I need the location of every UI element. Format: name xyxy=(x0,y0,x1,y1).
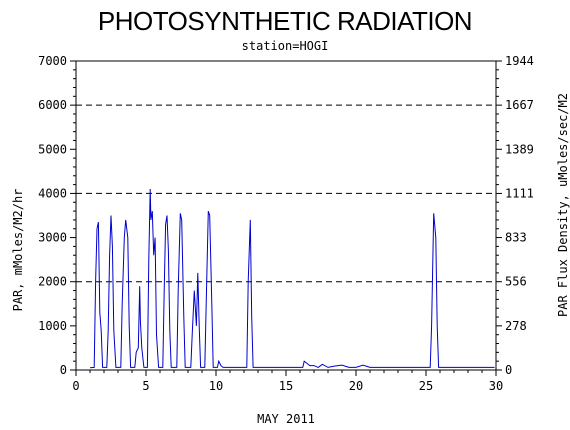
left-axis: 0 1000 2000 3000 4000 5000 6000 7000 xyxy=(38,54,76,377)
x-axis: 0 5 10 15 20 25 30 xyxy=(72,370,503,393)
y-tick-label: 7000 xyxy=(38,54,67,68)
x-tick-label: 0 xyxy=(72,379,79,393)
gridlines xyxy=(76,104,496,283)
y-tick-label: 6000 xyxy=(38,98,67,112)
y-right-tick-label: 556 xyxy=(505,275,527,289)
x-tick-label: 15 xyxy=(279,379,293,393)
y-tick-label: 0 xyxy=(60,363,67,377)
x-tick-label: 5 xyxy=(142,379,149,393)
y-tick-label: 5000 xyxy=(38,142,67,156)
x-tick-label: 25 xyxy=(419,379,433,393)
y-right-tick-label: 833 xyxy=(505,231,527,245)
chart-title: PHOTOSYNTHETIC RADIATION xyxy=(98,6,472,36)
y-axis-label-right: PAR Flux Density, uMoles/sec/M2 xyxy=(556,93,570,317)
right-axis: 0 278 556 833 1111 1389 1667 1944 xyxy=(496,54,534,377)
y-axis-label-left: PAR, mMoles/M2/hr xyxy=(11,189,25,312)
x-axis-label: MAY 2011 xyxy=(257,412,315,426)
y-tick-label: 3000 xyxy=(38,231,67,245)
x-tick-label: 20 xyxy=(349,379,363,393)
y-right-tick-label: 0 xyxy=(505,363,512,377)
y-tick-label: 4000 xyxy=(38,186,67,200)
x-tick-label: 30 xyxy=(489,379,503,393)
chart-subtitle: station=HOGI xyxy=(242,39,329,53)
x-tick-label: 10 xyxy=(209,379,223,393)
y-right-tick-label: 1111 xyxy=(505,186,534,200)
y-right-tick-label: 1667 xyxy=(505,98,534,112)
y-right-tick-label: 278 xyxy=(505,319,527,333)
y-right-tick-label: 1389 xyxy=(505,142,534,156)
y-tick-label: 2000 xyxy=(38,275,67,289)
par-series-line xyxy=(89,188,495,369)
y-tick-label: 1000 xyxy=(38,319,67,333)
y-right-tick-label: 1944 xyxy=(505,54,534,68)
